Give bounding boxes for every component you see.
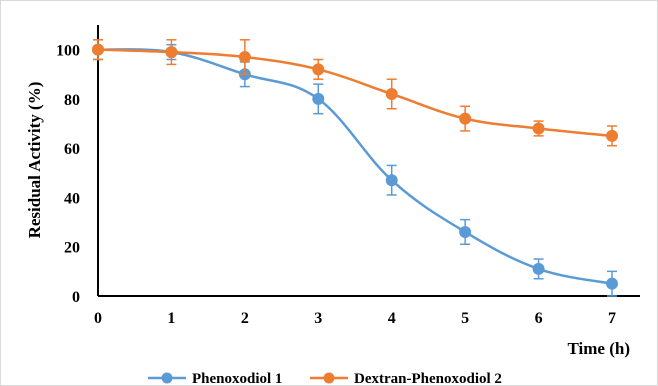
data-point [606, 277, 618, 290]
series-line [97, 48, 613, 138]
series-2 [92, 39, 618, 147]
data-point [238, 51, 251, 64]
x-tick-label: 5 [461, 310, 469, 327]
data-point [606, 129, 618, 142]
x-tick-labels: 0 1 2 3 4 5 6 7 [94, 310, 616, 327]
y-tick-label: 0 [72, 289, 80, 306]
data-point [385, 87, 398, 100]
y-tick-label: 60 [64, 141, 80, 158]
data-point [532, 262, 545, 275]
data-point [385, 174, 398, 187]
y-tick-labels: 0 20 40 60 80 100 [56, 43, 80, 306]
series-line [97, 48, 613, 285]
legend-marker [161, 372, 173, 384]
legend-item-2: Dextran-Phenoxodiol 2 [310, 371, 502, 386]
series-layer [92, 39, 618, 297]
data-point [312, 92, 325, 105]
x-tick-label: 4 [388, 310, 396, 327]
x-tick-label: 3 [314, 310, 322, 327]
data-point [92, 43, 104, 56]
data-point [165, 46, 178, 59]
x-axis-label: Time (h) [568, 339, 631, 358]
y-tick-label: 100 [56, 43, 80, 60]
data-point [532, 122, 545, 135]
y-tick-label: 80 [64, 92, 80, 109]
legend-item-1: Phenoxodiol 1 [148, 371, 282, 386]
legend: Phenoxodiol 1 Dextran-Phenoxodiol 2 [148, 371, 502, 386]
y-tick-label: 20 [64, 240, 80, 257]
x-tick-label: 7 [608, 310, 616, 327]
axes [97, 25, 640, 297]
x-tick-label: 2 [241, 310, 249, 327]
x-tick-label: 0 [94, 310, 102, 327]
data-point [459, 225, 472, 238]
legend-label: Phenoxodiol 1 [192, 371, 282, 386]
x-tick-label: 1 [167, 310, 175, 327]
legend-marker [323, 372, 335, 384]
series-1 [92, 39, 618, 297]
data-point [312, 63, 325, 76]
y-tick-label: 40 [64, 190, 80, 207]
x-tick-label: 6 [535, 310, 543, 327]
y-axis-label: Residual Activity (%) [25, 82, 44, 239]
data-point [459, 112, 472, 125]
legend-label: Dextran-Phenoxodiol 2 [354, 371, 502, 386]
